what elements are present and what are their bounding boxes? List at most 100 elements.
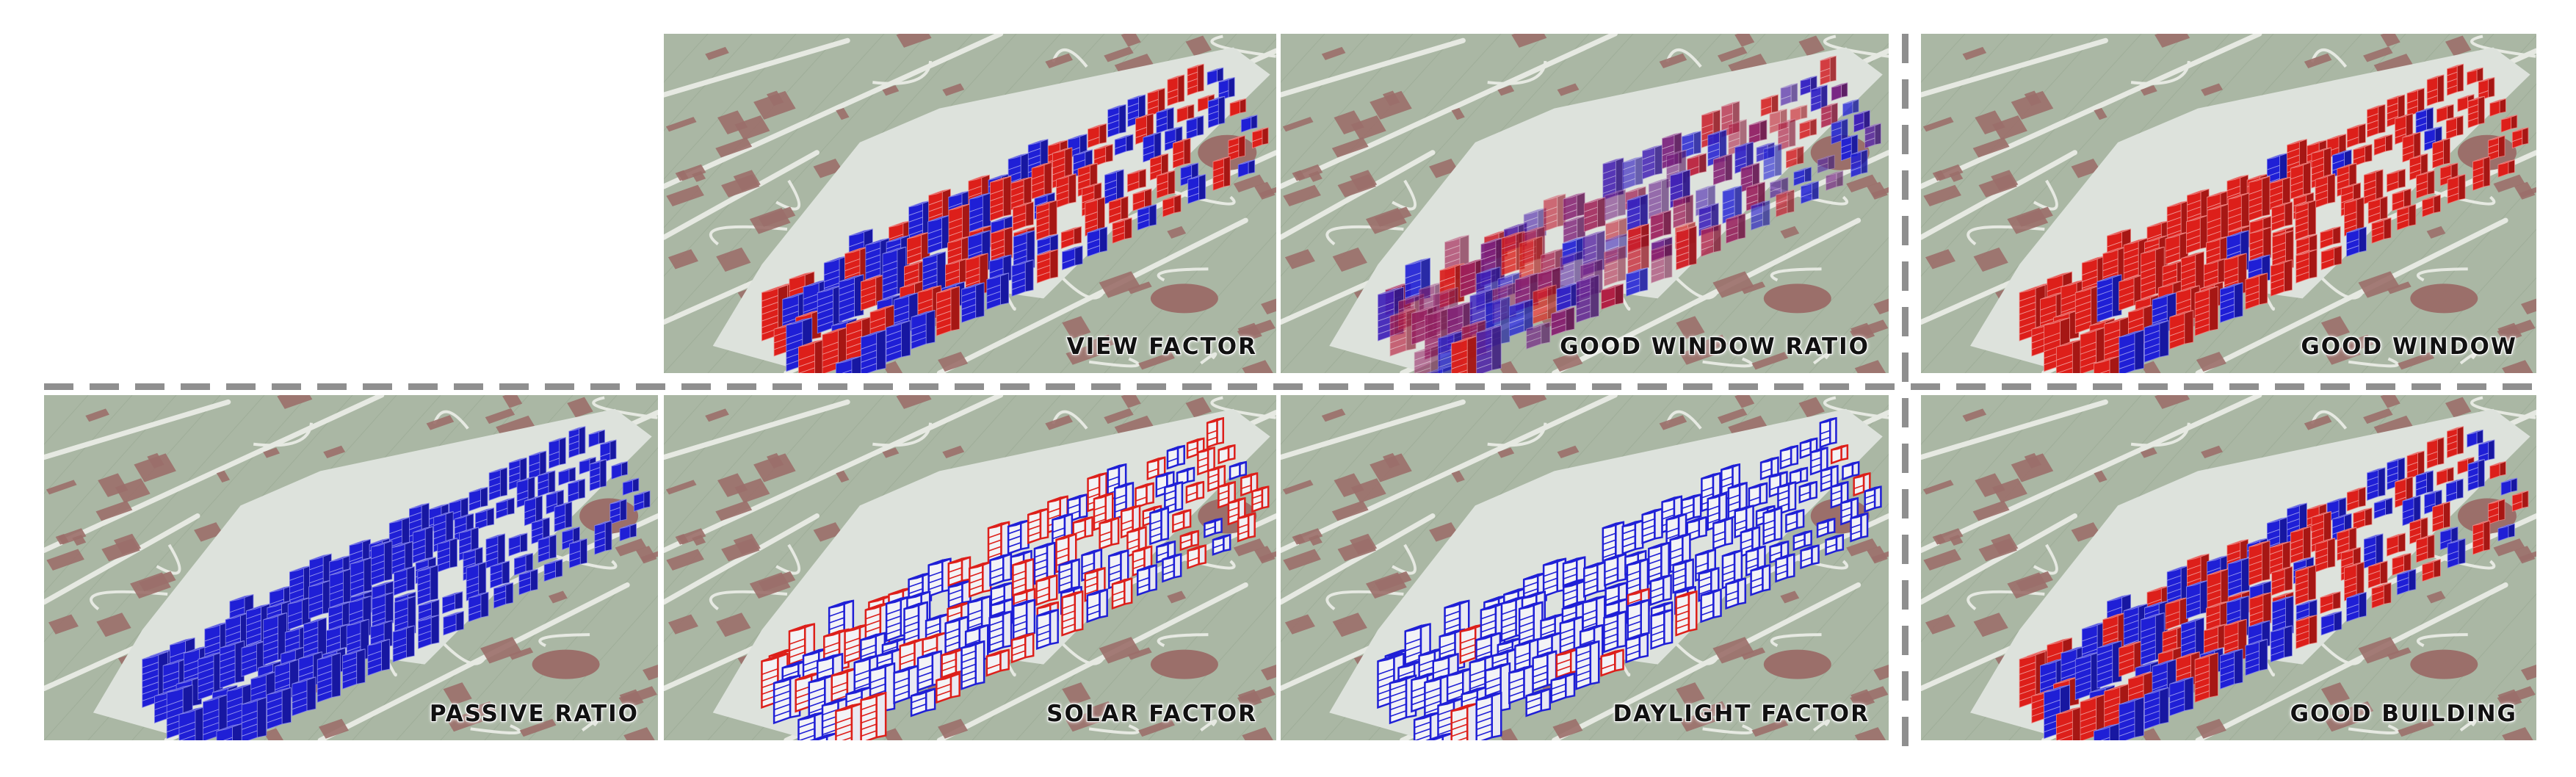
context-grid-line [664,395,797,544]
context-grid-line [664,34,753,131]
site-building [2489,98,2506,118]
panel-daylight-factor: DAYLIGHT FACTOR [1281,395,1889,740]
context-road [44,395,385,553]
site-building [1176,104,1195,123]
context-grid-line [1148,596,1276,740]
context-building [715,137,753,158]
context-building [1846,538,1878,557]
context-building [1498,728,1519,740]
site-building [985,648,1010,677]
context-building [2016,571,2053,592]
context-grid-line [1765,236,1889,373]
site-building [1533,284,1557,325]
site-building [594,520,612,555]
context-building [1374,206,1412,227]
site-building [1604,552,1627,587]
context-building [667,614,698,635]
context-building [2140,447,2157,458]
context-road [253,422,313,447]
context-grid-line [1104,183,1276,373]
site-building [1853,471,1871,497]
context-road [2470,35,2536,58]
context-road [2459,719,2477,732]
site-building [1650,210,1671,241]
context-building [942,83,965,96]
site-building [2467,429,2483,448]
context-building [2024,90,2042,106]
site-building [2500,477,2518,496]
context-building [667,249,698,270]
context-building [1511,34,1547,48]
context-building [813,522,843,542]
context-building [1429,158,1458,178]
site-building [1062,245,1083,270]
context-building [883,728,903,740]
site-building [2271,201,2293,231]
site-building [1007,519,1030,555]
site-building [2402,131,2421,163]
site-building [1404,623,1431,672]
context-building [1283,549,1321,571]
site-building [1721,549,1743,590]
site-building [822,327,848,373]
site-building [568,426,586,458]
site-building [2489,460,2506,480]
site-building [2165,597,2189,631]
site-building [2387,168,2406,193]
site-building [2445,115,2464,140]
site-building [2472,156,2491,191]
panel-passive-ratio: PASSIVE RATIO [44,395,658,740]
context-building [677,164,706,181]
site-building [1841,134,1859,162]
context-grid-line [1921,395,2010,495]
context-building [2410,283,2478,314]
site-building [1627,234,1649,275]
context-road [1052,48,1088,68]
context-building [1242,727,1273,740]
site-building [2373,497,2393,519]
site-building [588,429,605,448]
site-building [443,610,464,636]
map-view-factor [664,34,1276,373]
site-building [1850,512,1869,543]
site-building [350,557,372,597]
site-building [1197,447,1215,476]
site-building [886,320,911,363]
context-building [1717,408,1748,424]
context-grid-line [2405,228,2536,373]
site-building [1562,579,1586,610]
site-building [2478,439,2495,464]
site-building [1816,517,1836,538]
context-building [2493,174,2525,192]
context-building [666,549,704,571]
site-building [1864,123,1881,149]
context-building [1734,395,1755,408]
context-building [766,452,784,469]
context-building [2320,316,2351,339]
context-road [1157,185,1236,206]
site-building [2094,355,2120,373]
site-building [986,272,1010,310]
site-building [1058,558,1080,594]
context-building [716,247,751,272]
context-grid-line [1765,601,1889,740]
site-building [1601,283,1624,310]
context-building [323,445,346,459]
site-building [1162,553,1182,583]
context-road [1281,34,1618,189]
context-building [95,500,133,521]
site-building [2415,106,2434,134]
context-building [1331,137,1369,158]
site-building [835,702,862,740]
context-building [938,718,969,739]
site-building [267,687,292,730]
context-road [433,410,469,430]
context-road [664,150,820,240]
context-road [1823,35,1889,58]
context-building [717,110,748,134]
context-road [1088,357,1140,368]
context-building [1676,316,1705,339]
context-building [705,46,729,60]
site-building [1108,549,1129,590]
